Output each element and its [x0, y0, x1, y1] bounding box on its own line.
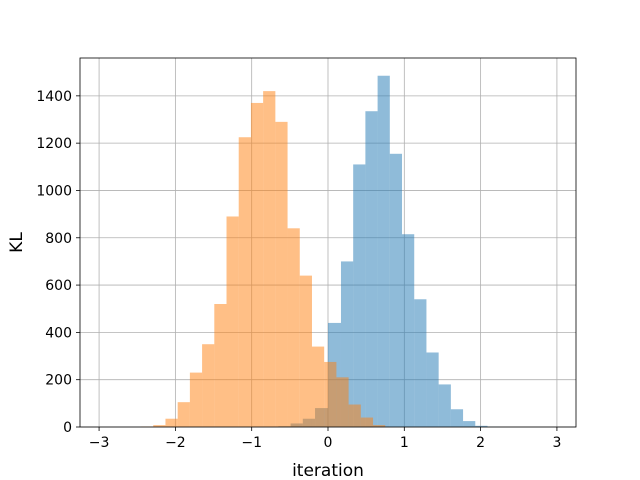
- histogram-bar: [311, 346, 325, 427]
- histogram-bar: [389, 153, 403, 427]
- histogram-bar: [353, 164, 366, 427]
- histogram-bar: [475, 425, 488, 427]
- x-tick-label: 3: [552, 435, 561, 451]
- y-axis: 0 200 400 600 800 1000 1200 1400: [36, 89, 80, 436]
- histogram-bar: [165, 418, 178, 427]
- histogram-bar: [402, 234, 415, 427]
- histogram-bar: [189, 372, 203, 427]
- histogram-series-1: [278, 75, 500, 427]
- y-tick-label: 1200: [36, 136, 72, 152]
- histogram-bar: [287, 228, 300, 427]
- x-tick-label: 0: [324, 435, 333, 451]
- histogram-bar: [177, 402, 190, 427]
- y-tick-label: 800: [45, 231, 72, 247]
- histogram-bar: [263, 91, 276, 427]
- histogram-bar: [348, 404, 361, 427]
- x-tick-label: −3: [89, 435, 110, 451]
- histogram-bar: [202, 344, 215, 427]
- histogram-bar: [463, 421, 476, 427]
- histogram-bars: [141, 75, 500, 427]
- histogram-bar: [373, 425, 386, 427]
- histogram-bar: [360, 417, 374, 427]
- y-tick-label: 200: [45, 373, 72, 389]
- x-axis-label: iteration: [292, 461, 364, 480]
- histogram-bar: [153, 425, 166, 427]
- y-tick-label: 600: [45, 278, 72, 294]
- histogram-bar: [377, 75, 390, 427]
- x-tick-label: 2: [476, 435, 485, 451]
- histogram-bar: [214, 304, 227, 427]
- histogram-bar: [414, 299, 427, 427]
- x-tick-label: 1: [400, 435, 409, 451]
- histogram-bar: [365, 111, 378, 427]
- histogram-bar: [426, 352, 439, 427]
- histogram-bar: [226, 216, 239, 427]
- y-tick-label: 1400: [36, 89, 72, 105]
- x-tick-label: −1: [241, 435, 262, 451]
- x-tick-label: −2: [165, 435, 186, 451]
- y-tick-label: 400: [45, 325, 72, 341]
- histogram-bar: [250, 102, 264, 427]
- histogram-series-2: [141, 91, 386, 427]
- y-axis-label: KL: [7, 232, 27, 253]
- y-tick-label: 0: [63, 420, 72, 436]
- histogram-bar: [238, 137, 251, 427]
- y-tick-label: 1000: [36, 183, 72, 199]
- histogram-bar: [324, 361, 337, 427]
- histogram-bar: [336, 377, 349, 427]
- histogram-bar: [299, 275, 312, 427]
- histogram-bar: [438, 384, 451, 427]
- x-axis: −3 −2 −1 0 1 2 3: [89, 427, 561, 451]
- histogram-bar: [275, 121, 288, 427]
- histogram-bar: [450, 409, 464, 427]
